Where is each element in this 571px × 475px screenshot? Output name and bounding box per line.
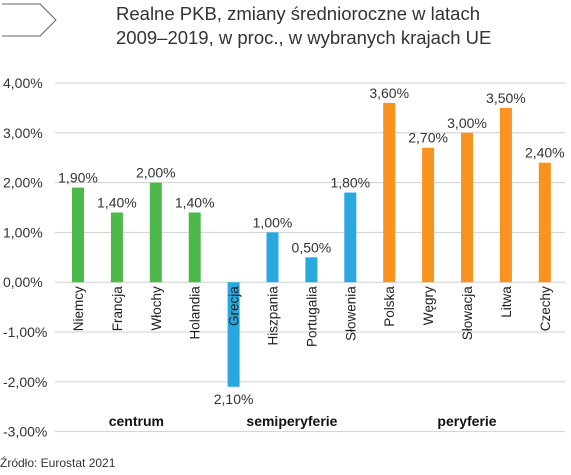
value-label: 1,40% <box>97 194 137 210</box>
bars <box>72 102 551 387</box>
value-label: 3,60% <box>369 85 409 101</box>
value-label: 3,50% <box>486 90 526 106</box>
group-label-semiperyferie: semiperyferie <box>246 413 337 429</box>
category-label: Włochy <box>149 286 164 331</box>
category-label: Grecja <box>227 286 242 326</box>
value-label: 2,70% <box>408 130 448 146</box>
bar-słowenia <box>344 192 357 283</box>
y-tick-label: -1,00% <box>3 324 47 340</box>
category-label: Słowacja <box>460 286 475 341</box>
bar-czechy <box>538 162 551 283</box>
value-label: 1,90% <box>58 170 98 186</box>
chart-title-line-2: 2009–2019, w proc., w wybranych krajach … <box>116 27 492 48</box>
group-label-peryferie: peryferie <box>437 413 496 429</box>
bar-hiszpania <box>266 232 279 283</box>
y-tick-label: 2,00% <box>3 175 43 191</box>
source-note: Źródło: Eurostat 2021 <box>0 456 116 470</box>
bar-włochy <box>149 182 162 283</box>
group-label-centrum: centrum <box>109 413 164 429</box>
category-label: Węgry <box>421 286 436 325</box>
bar-francja <box>110 212 123 283</box>
category-label: Francja <box>110 286 125 332</box>
value-label: 1,80% <box>330 175 370 191</box>
value-label: 1,40% <box>175 194 215 210</box>
y-tick-label: 3,00% <box>3 125 43 141</box>
category-label: Niemcy <box>71 286 86 331</box>
value-label: 3,00% <box>447 115 487 131</box>
chart-title-line-1: Realne PKB, zmiany średnioroczne w latac… <box>116 3 481 24</box>
arrow-icon <box>2 3 57 37</box>
bar-portugalia <box>305 257 318 283</box>
bar-holandia <box>188 212 201 283</box>
category-label: Portugalia <box>304 286 319 347</box>
category-label: Hiszpania <box>266 286 281 346</box>
category-label: Słowenia <box>343 286 358 341</box>
grid-lines <box>55 82 565 433</box>
category-label: Czechy <box>538 286 553 331</box>
category-label: Litwa <box>499 286 514 318</box>
bar-węgry <box>422 147 435 283</box>
value-label: 2,00% <box>136 165 176 181</box>
value-label: 0,50% <box>292 239 332 255</box>
value-label: 1,00% <box>253 214 293 230</box>
y-tick-label: 4,00% <box>3 75 43 91</box>
y-tick-label: 0,00% <box>3 274 43 290</box>
labels: 4,00% 3,00% 2,00% 1,00% 0,00% -1,00% -2,00% -3,… <box>3 75 565 440</box>
bar-niemcy <box>72 187 84 283</box>
bar-słowacja <box>461 132 473 283</box>
y-tick-label: -3,00% <box>3 424 47 440</box>
bar-litwa <box>499 107 512 283</box>
category-label: Polska <box>382 286 397 327</box>
y-tick-label: -2,00% <box>3 374 47 390</box>
value-label: 2,10% <box>214 391 254 407</box>
value-label: 2,40% <box>525 145 565 161</box>
bar-polska <box>383 102 396 283</box>
category-label: Holandia <box>188 286 203 340</box>
y-tick-label: 1,00% <box>3 224 43 240</box>
bar-grecja <box>227 282 240 387</box>
